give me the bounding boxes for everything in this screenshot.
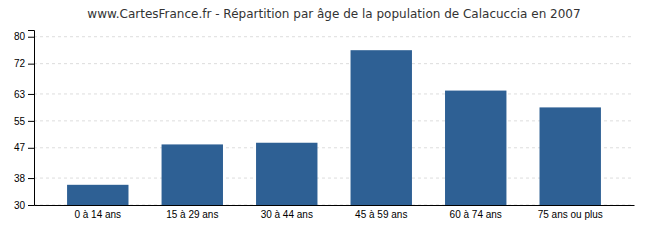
y-tick-mark: [28, 121, 34, 122]
x-axis-line: [35, 205, 635, 206]
y-tick-mark: [28, 37, 34, 38]
y-tick-label: 72: [14, 58, 26, 69]
grid-line: [34, 36, 634, 37]
y-tick: 30: [14, 200, 34, 211]
bars: [67, 50, 601, 205]
chart-container: 30 38 47 55 63 72 80 0 à 14 ans 15 à 29 ans 30 à …: [0, 0, 650, 229]
y-tick: 72: [14, 58, 34, 69]
grid: [34, 37, 634, 205]
y-tick: 47: [14, 142, 34, 153]
x-tick: 75 ans ou plus: [538, 209, 603, 220]
x-tick: 0 à 14 ans: [74, 209, 121, 220]
y-tick-label: 80: [14, 31, 26, 42]
grid-line: [34, 93, 634, 94]
y-tick: 55: [14, 116, 34, 127]
y-tick-label: 47: [14, 142, 26, 153]
y-tick-label: 30: [14, 200, 26, 211]
x-tick: 60 à 74 ans: [450, 209, 502, 220]
x-tick: 45 à 59 ans: [355, 209, 407, 220]
y-tick-mark: [28, 205, 34, 206]
x-tick-label: 60 à 74 ans: [450, 209, 502, 220]
x-axis: 0 à 14 ans 15 à 29 ans 30 à 44 ans 45 à 59 …: [35, 206, 635, 221]
bar: [445, 91, 506, 205]
plot-area: 30 38 47 55 63 72 80 0 à 14 ans 15 à 29 ans 30 à …: [14, 31, 635, 221]
bar: [67, 185, 128, 205]
y-tick-mark: [28, 148, 34, 149]
y-tick-label: 38: [14, 173, 26, 184]
y-axis-line: [28, 31, 35, 206]
y-tick-mark: [28, 64, 34, 65]
y-axis: 30 38 47 55 63 72 80: [14, 31, 35, 211]
bar: [256, 143, 317, 205]
x-tick: 30 à 44 ans: [261, 209, 313, 220]
x-tick-label: 45 à 59 ans: [355, 209, 407, 220]
y-tick: 63: [14, 89, 34, 100]
y-tick: 38: [14, 173, 34, 184]
y-tick-mark: [28, 94, 34, 95]
x-tick: 15 à 29 ans: [166, 209, 218, 220]
y-tick-mark: [28, 178, 34, 179]
x-tick-label: 75 ans ou plus: [538, 209, 603, 220]
chart-svg: 30 38 47 55 63 72 80 0 à 14 ans 15 à 29 ans 30 à …: [0, 0, 650, 229]
y-tick: 80: [14, 31, 34, 42]
title: www.CartesFrance.fr - Répartition par âg…: [87, 7, 580, 21]
bar: [540, 107, 601, 205]
bar: [162, 144, 223, 205]
x-tick-label: 0 à 14 ans: [74, 209, 121, 220]
y-tick-label: 63: [14, 89, 26, 100]
bar: [351, 50, 412, 205]
x-tick-label: 15 à 29 ans: [166, 209, 218, 220]
y-tick-label: 55: [14, 116, 26, 127]
x-tick-label: 30 à 44 ans: [261, 209, 313, 220]
grid-line: [34, 63, 634, 64]
